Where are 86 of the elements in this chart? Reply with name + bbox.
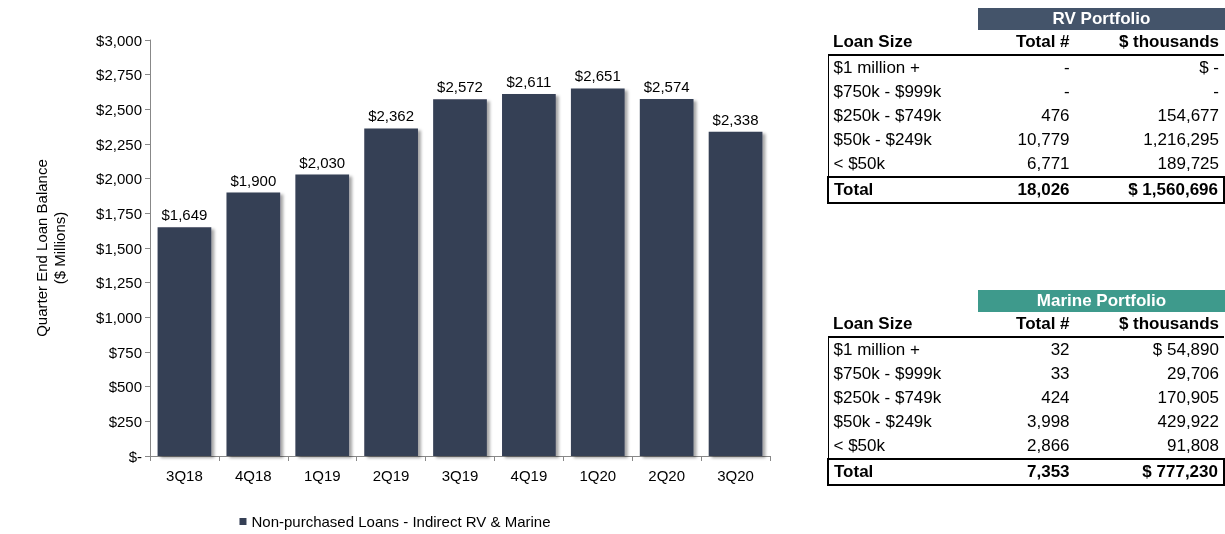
- text: 170,905: [1156, 387, 1220, 409]
- text: $ 1,560,696: [1127, 179, 1219, 201]
- data-label: $2,030: [299, 153, 346, 171]
- x-tick-label: 2Q19: [372, 467, 410, 484]
- data-label: $2,611: [506, 72, 552, 90]
- bar: [295, 174, 350, 456]
- bar: [502, 93, 556, 456]
- text: Total: [833, 179, 875, 201]
- x-tick-label: 2Q20: [648, 467, 686, 484]
- text: < $50k: [828, 152, 989, 177]
- text: $1 million +: [828, 55, 989, 80]
- category-label: Total #: [1015, 31, 1071, 53]
- y-tick-label: $250: [108, 412, 142, 430]
- text: $50k - $249k: [828, 410, 989, 434]
- category-label: $ thousands: [1117, 31, 1220, 53]
- text: 91,808: [1166, 435, 1220, 457]
- text: -: [1212, 81, 1220, 103]
- text: $ -: [1198, 57, 1220, 79]
- text: $250k - $749k: [828, 386, 989, 410]
- legend-label: Non-purchased Loans - Indirect RV & Marine: [251, 513, 551, 530]
- text: 10,779: [1016, 129, 1071, 151]
- data-label: $1,900: [230, 171, 277, 189]
- text: Total: [833, 461, 875, 483]
- text: $50k - $249k: [828, 128, 989, 152]
- text: 189,725: [1156, 153, 1220, 175]
- y-tick-label: $-: [128, 447, 142, 465]
- y-tick-label: $750: [108, 343, 142, 361]
- data-label: $2,651: [574, 67, 621, 85]
- y-tick-label: $1,500: [96, 239, 142, 257]
- x-tick-label: 4Q18: [234, 467, 272, 484]
- text: RV Portfolio: [978, 8, 1225, 30]
- y-tick-label: $1,000: [96, 308, 142, 326]
- text: 18,026: [1016, 179, 1071, 201]
- text: 1,216,295: [1142, 129, 1220, 151]
- x-tick-label: 3Q19: [441, 467, 479, 484]
- text: 7,353: [1026, 461, 1071, 483]
- text: 476: [1040, 105, 1071, 127]
- text: 429,922: [1156, 411, 1220, 433]
- y-tick-label: $2,000: [96, 170, 142, 188]
- y-tick-label: $2,500: [96, 100, 142, 118]
- bar: [433, 99, 487, 456]
- data-label: $2,362: [368, 107, 415, 125]
- y-tick-label: $2,750: [96, 66, 142, 84]
- x-tick-label: 1Q19: [303, 467, 341, 484]
- bar: [708, 131, 763, 456]
- text: Marine Portfolio: [978, 290, 1225, 312]
- y-tick-label: $1,750: [96, 204, 142, 222]
- text: $ 54,890: [1151, 339, 1220, 361]
- text: $250k - $749k: [828, 104, 989, 128]
- bar: [639, 99, 694, 456]
- category-label: Loan Size: [832, 31, 914, 53]
- text: 29,706: [1166, 363, 1220, 385]
- bar: [364, 128, 418, 456]
- x-tick-label: 4Q19: [510, 467, 548, 484]
- bar: [570, 88, 625, 456]
- y-tick-label: $2,250: [96, 135, 142, 153]
- x-tick-label: 3Q18: [166, 467, 203, 484]
- text: $750k - $999k: [828, 362, 989, 386]
- text: $750k - $999k: [828, 80, 989, 104]
- y-axis-title: Quarter End Loan Balance ($ Millions): [32, 159, 68, 337]
- text: 32: [1049, 339, 1071, 361]
- y-tick-label: $500: [108, 378, 142, 396]
- text: 424: [1040, 387, 1071, 409]
- x-tick-label: 3Q20: [717, 467, 754, 484]
- text: 6,771: [1026, 153, 1071, 175]
- bar: [226, 192, 281, 456]
- text: $ 777,230: [1141, 461, 1219, 483]
- y-tick-label: $1,250: [96, 274, 142, 292]
- data-label: $2,572: [437, 78, 483, 96]
- data-label: $2,338: [712, 110, 759, 128]
- text: -: [1062, 57, 1071, 79]
- bar: [157, 227, 212, 456]
- category-label: Loan Size: [832, 313, 914, 335]
- data-label: $2,574: [643, 78, 690, 96]
- category-label: $ thousands: [1117, 313, 1220, 335]
- text: 2,866: [1026, 435, 1071, 457]
- text: < $50k: [828, 434, 989, 459]
- text: 3,998: [1026, 411, 1071, 433]
- y-tick-label: $3,000: [96, 31, 142, 49]
- text: -: [1062, 81, 1071, 103]
- x-tick-label: 1Q20: [579, 467, 617, 484]
- text: 33: [1049, 363, 1071, 385]
- text: $1 million +: [828, 337, 989, 362]
- category-label: Total #: [1015, 313, 1071, 335]
- text: 154,677: [1156, 105, 1220, 127]
- data-label: $1,649: [161, 206, 208, 224]
